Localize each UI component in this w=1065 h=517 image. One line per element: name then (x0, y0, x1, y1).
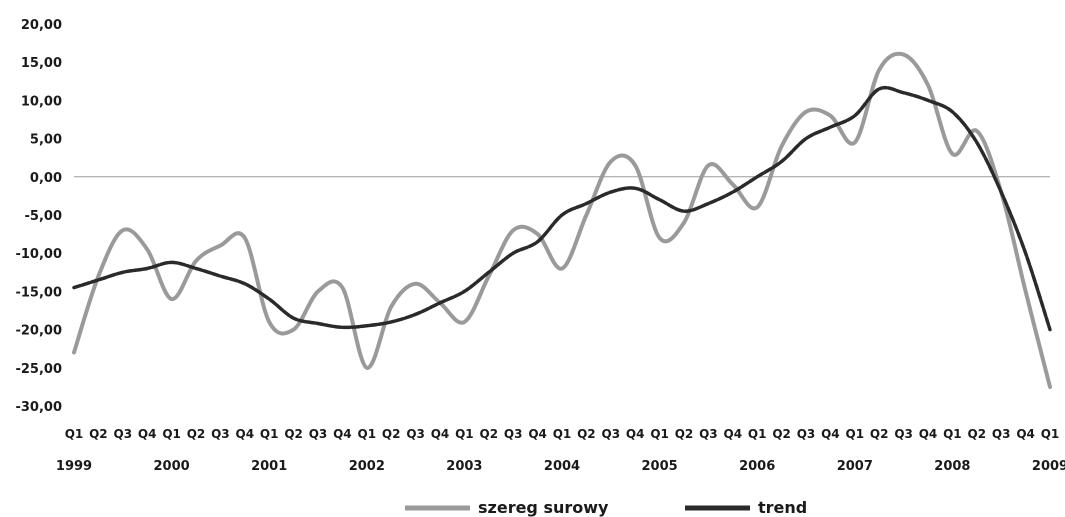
x-year-label: 2000 (154, 459, 190, 474)
x-quarter-label: Q4 (724, 427, 743, 441)
series-line-trend (72, 85, 1052, 332)
x-quarter-label: Q4 (1016, 427, 1035, 441)
y-tick-label: -5,00 (25, 209, 62, 224)
x-quarter-label: Q4 (821, 427, 840, 441)
series-layer (72, 51, 1052, 389)
y-tick-label: -10,00 (15, 247, 62, 262)
x-quarter-label: Q1 (65, 427, 84, 441)
x-quarter-label: Q3 (699, 427, 718, 441)
x-quarter-label: Q1 (260, 427, 279, 441)
y-tick-label: 0,00 (30, 171, 62, 186)
x-year-label: 2005 (642, 459, 678, 474)
x-quarter-label: Q3 (309, 427, 328, 441)
x-quarter-label: Q4 (236, 427, 255, 441)
x-quarter-label: Q4 (626, 427, 645, 441)
x-quarter-label: Q2 (870, 427, 889, 441)
x-quarter-label: Q1 (455, 427, 474, 441)
y-tick-label: 15,00 (21, 56, 62, 71)
legend-label: szereg surowy (478, 498, 609, 517)
x-quarter-label: Q2 (675, 427, 694, 441)
x-quarter-label: Q2 (577, 427, 596, 441)
x-quarter-label: Q3 (797, 427, 816, 441)
x-year-label: 2002 (349, 459, 385, 474)
legend-label: trend (758, 498, 807, 517)
series-line-szereg-surowy (72, 51, 1052, 389)
x-quarter-label: Q3 (894, 427, 913, 441)
x-year-label: 2003 (446, 459, 482, 474)
x-quarter-label: Q1 (553, 427, 572, 441)
y-tick-label: -30,00 (15, 400, 62, 415)
x-quarter-label: Q2 (480, 427, 499, 441)
y-tick-label: -15,00 (15, 285, 62, 300)
x-quarter-label: Q2 (284, 427, 303, 441)
x-quarter-label: Q2 (968, 427, 987, 441)
x-year-label: 2007 (837, 459, 873, 474)
x-quarter-label: Q1 (846, 427, 865, 441)
x-quarter-label: Q1 (943, 427, 962, 441)
x-quarter-label: Q3 (406, 427, 425, 441)
legend: szereg surowy trend (405, 498, 807, 517)
x-quarter-label: Q2 (772, 427, 791, 441)
y-tick-label: 5,00 (30, 133, 62, 148)
x-quarter-label: Q2 (187, 427, 206, 441)
x-quarter-label: Q2 (382, 427, 401, 441)
x-quarter-label: Q3 (211, 427, 230, 441)
x-quarter-label: Q4 (333, 427, 352, 441)
y-axis: 20,00 15,00 10,00 5,00 0,00 -5,00 -10,00 -15,00… (15, 18, 62, 415)
x-year-label: 2004 (544, 459, 580, 474)
x-quarter-label: Q4 (138, 427, 157, 441)
x-quarter-label: Q3 (992, 427, 1011, 441)
y-tick-label: 20,00 (21, 18, 62, 33)
x-axis: Q1 Q2 Q3 Q4 Q1 Q2 Q3 Q4 Q1 Q2 Q3 Q4 Q1 Q2 Q3 Q4 Q1 Q2 Q3 Q4… (56, 427, 1065, 474)
x-quarter-label: Q1 (358, 427, 377, 441)
y-tick-label: -20,00 (15, 324, 62, 339)
x-year-label: 2006 (739, 459, 775, 474)
x-quarter-label: Q3 (114, 427, 133, 441)
x-quarter-label: Q4 (431, 427, 450, 441)
x-quarter-label: Q1 (748, 427, 767, 441)
x-quarter-label: Q1 (650, 427, 669, 441)
x-quarter-label: Q4 (919, 427, 938, 441)
x-quarter-label: Q1 (162, 427, 181, 441)
x-quarter-label: Q3 (602, 427, 621, 441)
x-quarter-label: Q1 (1041, 427, 1060, 441)
x-quarter-label: Q3 (504, 427, 523, 441)
x-year-label: 2008 (934, 459, 970, 474)
x-year-label: 2009 (1032, 459, 1065, 474)
x-quarter-label: Q4 (528, 427, 547, 441)
x-year-label: 1999 (56, 459, 92, 474)
x-year-label: 2001 (251, 459, 287, 474)
y-tick-label: 10,00 (21, 94, 62, 109)
y-tick-label: -25,00 (15, 362, 62, 377)
x-quarter-label: Q2 (89, 427, 108, 441)
